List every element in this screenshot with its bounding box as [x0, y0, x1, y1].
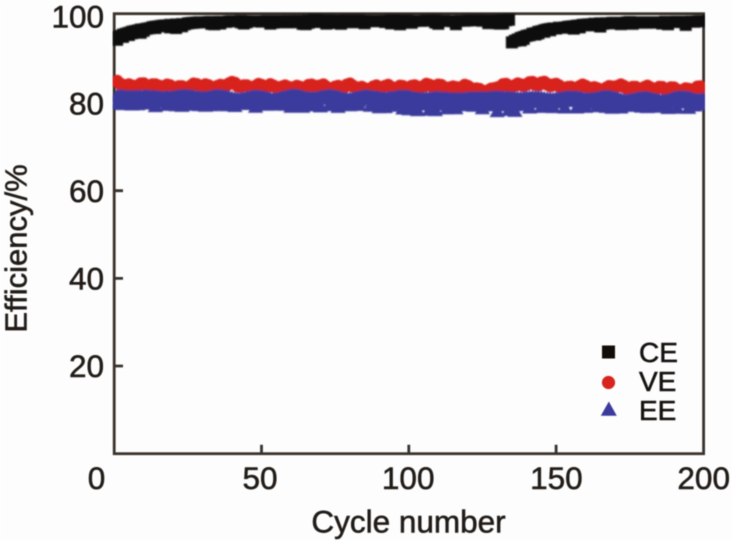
- svg-text:Efficiency/%: Efficiency/%: [0, 164, 34, 332]
- svg-text:20: 20: [69, 348, 104, 384]
- svg-text:100: 100: [382, 460, 435, 496]
- svg-text:200: 200: [677, 460, 730, 496]
- svg-text:50: 50: [242, 460, 277, 496]
- svg-text:150: 150: [530, 460, 583, 496]
- svg-text:EE: EE: [639, 395, 676, 426]
- svg-text:60: 60: [69, 173, 104, 209]
- svg-text:VE: VE: [639, 366, 676, 397]
- svg-text:Cycle number: Cycle number: [311, 503, 505, 539]
- svg-text:100: 100: [51, 0, 104, 35]
- svg-text:80: 80: [69, 86, 104, 122]
- svg-text:0: 0: [88, 460, 106, 496]
- svg-text:CE: CE: [639, 337, 678, 368]
- svg-text:40: 40: [69, 261, 104, 297]
